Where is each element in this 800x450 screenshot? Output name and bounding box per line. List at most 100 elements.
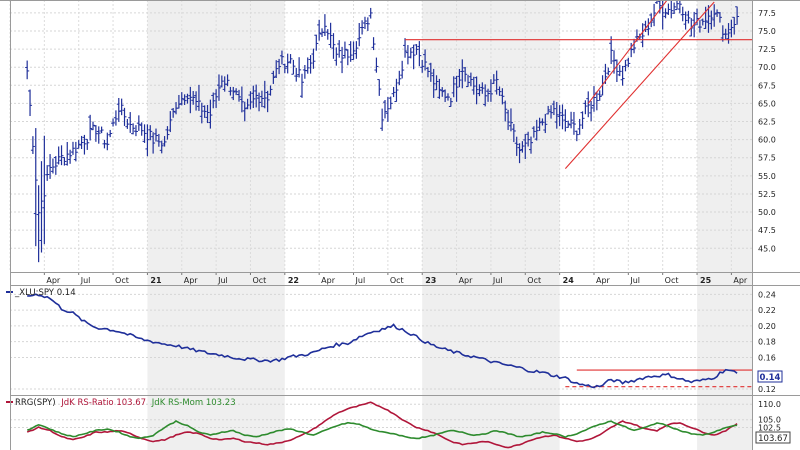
ohlc-bar	[646, 18, 651, 36]
ohlc-bar	[520, 141, 525, 153]
ohlc-bar	[508, 108, 513, 132]
ohlc-bar	[408, 47, 413, 59]
ohlc-bar	[583, 100, 588, 115]
ohlc-bar	[420, 59, 425, 73]
ohlc-bar	[36, 185, 41, 263]
ohlc-bar	[674, 0, 679, 11]
svg-text:RRG(SPY) JdK RS-Ratio: RRG(SPY) JdK RS-Ratio 103.67 JdK RS-Mom …	[15, 398, 236, 408]
ohlc-bar	[314, 34, 319, 51]
ratio-last-value-badge: 0.14	[757, 370, 783, 383]
x-tick-label: 25	[700, 276, 712, 285]
ohlc-bar	[225, 74, 230, 87]
rrg-ratio-line	[26, 401, 738, 449]
price-y-tick-label: 72.5	[758, 45, 776, 54]
ohlc-bar	[228, 86, 233, 96]
ohlc-bar	[345, 49, 350, 66]
ohlc-bar	[68, 149, 73, 164]
ohlc-bar	[362, 16, 367, 30]
ohlc-bar	[257, 92, 262, 112]
ohlc-bar	[305, 57, 310, 74]
ohlc-bar	[85, 138, 90, 150]
ratio-last-value: 0.14	[760, 373, 781, 383]
ohlc-bar	[196, 84, 201, 111]
price-gridlines	[9, 0, 752, 272]
ohlc-bar	[76, 140, 81, 149]
ohlc-bar	[325, 29, 330, 40]
ohlc-bar	[145, 124, 150, 157]
ohlc-bar	[182, 94, 187, 105]
x-tick-label: Apr	[184, 276, 199, 285]
ohlc-bar	[239, 86, 244, 113]
ohlc-bar	[96, 126, 101, 144]
ohlc-bar	[488, 79, 493, 102]
price-y-tick-label: 50.0	[758, 208, 776, 217]
ohlc-bar	[99, 126, 104, 134]
ohlc-bar	[632, 38, 637, 54]
ohlc-bar	[59, 145, 64, 166]
ohlc-bar	[529, 136, 534, 154]
ohlc-bar	[62, 156, 67, 166]
ohlc-bar	[531, 126, 536, 138]
panel-frame	[10, 0, 800, 450]
ohlc-bar	[706, 5, 711, 33]
ohlc-bar	[511, 123, 516, 143]
ohlc-bar	[156, 133, 161, 147]
ohlc-bar	[540, 118, 545, 126]
ohlc-bar	[45, 165, 50, 181]
ohlc-bar	[383, 99, 388, 119]
ohlc-bar	[497, 86, 502, 96]
ohlc-bar	[652, 3, 657, 27]
ohlc-bar	[122, 107, 127, 126]
x-tick-label: Oct	[527, 276, 541, 285]
ohlc-bar	[586, 91, 591, 118]
ohlc-bar	[308, 55, 313, 74]
ratio-y-tick-label: 0.18	[758, 338, 776, 347]
price-channel-lower	[564, 1, 715, 169]
ohlc-bar	[729, 19, 734, 38]
ohlc-bar	[703, 6, 708, 29]
x-tick-label: Oct	[665, 276, 679, 285]
ohlc-bar	[360, 20, 365, 35]
price-y-tick-label: 47.5	[758, 226, 776, 235]
ohlc-bar	[299, 73, 304, 98]
ohlc-bar	[262, 80, 267, 109]
x-tick-label: Jul	[80, 276, 91, 285]
ohlc-bar	[194, 91, 199, 111]
ohlc-bar	[428, 62, 433, 82]
rrg-y-tick-label: 102.5	[758, 423, 781, 432]
ohlc-bar	[546, 105, 551, 115]
ohlc-bar	[25, 60, 30, 80]
ohlc-bar	[666, 3, 671, 15]
ohlc-bar	[116, 97, 121, 122]
ohlc-bar	[214, 89, 219, 108]
ohlc-bar	[394, 78, 399, 103]
ohlc-bar	[128, 112, 133, 133]
ohlc-bar	[334, 47, 339, 66]
ohlc-bar	[551, 100, 556, 116]
ohlc-bar	[560, 104, 565, 130]
ohlc-bar	[311, 48, 316, 69]
ohlc-bar	[614, 59, 619, 82]
ohlc-bar	[657, 0, 662, 14]
x-tick-label: 22	[288, 276, 299, 285]
ohlc-bar	[480, 82, 485, 94]
ohlc-bar	[288, 54, 293, 64]
ohlc-bar	[105, 132, 110, 151]
ohlc-bar	[39, 161, 44, 253]
ohlc-bar	[111, 118, 116, 127]
ohlc-bar	[431, 68, 436, 98]
ohlc-bar	[340, 46, 345, 74]
price-panel: 45.0 47.5 50.0 52.5 55.0 57.5 60.0 62.5 65.0 67.5…	[0, 0, 800, 272]
ohlc-bar	[626, 57, 631, 68]
ohlc-bar	[219, 75, 224, 88]
ohlc-bar	[726, 23, 731, 44]
ohlc-bar	[231, 86, 236, 101]
ohlc-bar	[165, 126, 170, 140]
ohlc-bar	[133, 125, 138, 137]
price-y-axis: 45.0 47.5 50.0 52.5 55.0 57.5 60.0 62.5 65.0 67.5…	[758, 9, 776, 253]
ohlc-bar	[571, 111, 576, 135]
ohlc-bar	[271, 70, 276, 84]
ohlc-bar	[514, 136, 519, 156]
ohlc-bar	[477, 84, 482, 97]
